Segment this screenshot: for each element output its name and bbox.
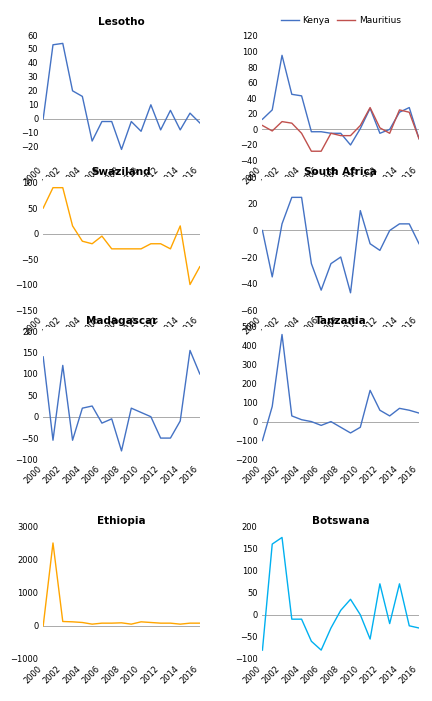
Kenya bbox=[358, 124, 363, 132]
Kenya bbox=[338, 129, 343, 137]
Kenya bbox=[289, 90, 294, 99]
Mauritius bbox=[338, 131, 343, 139]
Kenya bbox=[387, 125, 392, 134]
Mauritius bbox=[289, 119, 294, 128]
Mauritius bbox=[280, 117, 285, 125]
Line: Mauritius: Mauritius bbox=[262, 107, 419, 151]
Kenya bbox=[280, 51, 285, 60]
Kenya bbox=[348, 141, 353, 149]
Kenya bbox=[397, 108, 402, 116]
Title: Lesotho: Lesotho bbox=[98, 18, 145, 27]
Mauritius bbox=[348, 131, 353, 139]
Mauritius bbox=[358, 121, 363, 130]
Line: Kenya: Kenya bbox=[262, 55, 419, 145]
Kenya bbox=[416, 135, 422, 143]
Kenya bbox=[407, 103, 412, 111]
Mauritius bbox=[299, 129, 304, 137]
Title: Madagascar: Madagascar bbox=[86, 316, 157, 326]
Title: Tanzania: Tanzania bbox=[315, 316, 367, 326]
Title: South Africa: South Africa bbox=[304, 167, 377, 177]
Kenya bbox=[299, 92, 304, 100]
Mauritius bbox=[270, 127, 275, 135]
Kenya bbox=[318, 128, 324, 136]
Title: Botswana: Botswana bbox=[312, 516, 369, 526]
Kenya bbox=[377, 129, 382, 137]
Kenya bbox=[309, 128, 314, 136]
Mauritius bbox=[387, 129, 392, 137]
Title: Ethiopia: Ethiopia bbox=[97, 516, 146, 526]
Mauritius bbox=[416, 135, 422, 143]
Kenya bbox=[270, 106, 275, 114]
Mauritius bbox=[260, 121, 265, 130]
Kenya bbox=[368, 104, 373, 113]
Legend: Kenya, Mauritius: Kenya, Mauritius bbox=[277, 13, 404, 29]
Kenya bbox=[260, 115, 265, 123]
Mauritius bbox=[407, 108, 412, 116]
Kenya bbox=[328, 129, 334, 137]
Title: Swaziland: Swaziland bbox=[92, 167, 151, 177]
Mauritius bbox=[397, 106, 402, 114]
Mauritius bbox=[309, 147, 314, 156]
Mauritius bbox=[368, 103, 373, 111]
Mauritius bbox=[328, 129, 334, 137]
Mauritius bbox=[377, 123, 382, 132]
Mauritius bbox=[318, 147, 324, 156]
